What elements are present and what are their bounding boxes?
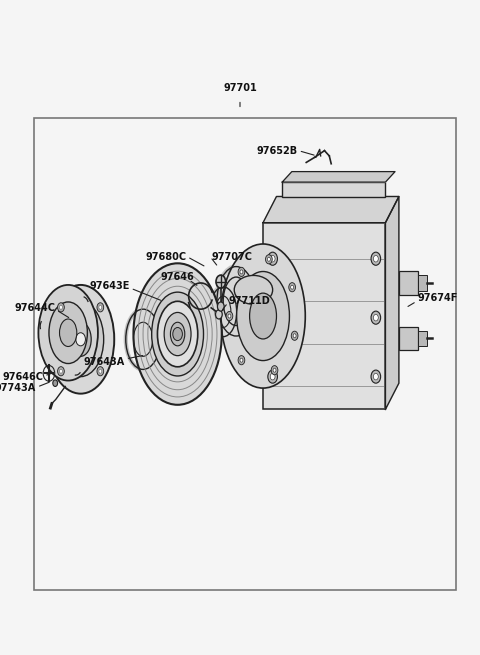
Ellipse shape (221, 244, 305, 388)
Circle shape (58, 367, 64, 376)
Circle shape (240, 270, 243, 274)
Circle shape (371, 252, 381, 265)
Circle shape (60, 305, 62, 309)
Circle shape (270, 255, 275, 262)
Circle shape (268, 311, 277, 324)
Ellipse shape (60, 319, 77, 346)
Bar (263, 223, 385, 409)
Text: 97644C: 97644C (14, 303, 55, 313)
Ellipse shape (133, 263, 222, 405)
Circle shape (97, 303, 104, 312)
Ellipse shape (70, 322, 91, 356)
Circle shape (373, 373, 378, 380)
Bar (418, 275, 427, 291)
Polygon shape (282, 172, 395, 182)
Circle shape (373, 314, 378, 321)
Circle shape (291, 286, 294, 289)
Circle shape (293, 334, 296, 338)
Text: 97646: 97646 (161, 272, 194, 282)
Circle shape (216, 275, 226, 288)
Bar (399, 327, 418, 350)
Text: 97652B: 97652B (256, 145, 298, 156)
Ellipse shape (234, 275, 273, 304)
Circle shape (216, 310, 222, 319)
Circle shape (238, 356, 245, 365)
Ellipse shape (170, 322, 185, 346)
Circle shape (268, 370, 277, 383)
Circle shape (99, 369, 102, 373)
Ellipse shape (152, 292, 204, 376)
Ellipse shape (164, 312, 191, 356)
Ellipse shape (157, 301, 198, 367)
Text: 97643E: 97643E (89, 281, 130, 291)
Circle shape (99, 305, 102, 309)
Bar (282, 182, 385, 196)
Ellipse shape (47, 285, 114, 394)
Text: 97701: 97701 (223, 83, 257, 93)
Text: 97711D: 97711D (229, 296, 271, 307)
Circle shape (240, 358, 243, 362)
Text: 97646C: 97646C (2, 371, 43, 382)
Circle shape (60, 369, 62, 373)
Circle shape (58, 303, 64, 312)
Circle shape (373, 255, 378, 262)
Circle shape (268, 252, 277, 265)
Circle shape (265, 255, 272, 264)
Text: 97643A: 97643A (84, 356, 125, 367)
Text: 97680C: 97680C (145, 252, 186, 262)
Circle shape (273, 368, 276, 372)
Text: 97707C: 97707C (211, 252, 252, 262)
Circle shape (371, 311, 381, 324)
Circle shape (173, 328, 182, 341)
Circle shape (271, 365, 278, 375)
Text: 97743A: 97743A (0, 383, 36, 393)
Circle shape (267, 257, 270, 261)
Circle shape (289, 283, 296, 292)
Bar (399, 271, 418, 295)
Ellipse shape (250, 293, 276, 339)
Circle shape (371, 370, 381, 383)
Circle shape (76, 333, 85, 346)
Ellipse shape (49, 302, 87, 364)
Circle shape (270, 314, 275, 321)
Bar (34, 118, 456, 590)
Circle shape (238, 267, 245, 276)
Text: 97674F: 97674F (418, 293, 458, 303)
Circle shape (228, 314, 231, 318)
Bar (418, 331, 427, 346)
Ellipse shape (58, 302, 104, 377)
Circle shape (53, 380, 58, 386)
Ellipse shape (38, 285, 98, 381)
Ellipse shape (237, 271, 289, 360)
Circle shape (217, 302, 224, 311)
Circle shape (226, 312, 233, 321)
Polygon shape (385, 196, 399, 409)
Polygon shape (263, 196, 399, 223)
Circle shape (291, 331, 298, 341)
Circle shape (97, 367, 104, 376)
Circle shape (270, 373, 275, 380)
